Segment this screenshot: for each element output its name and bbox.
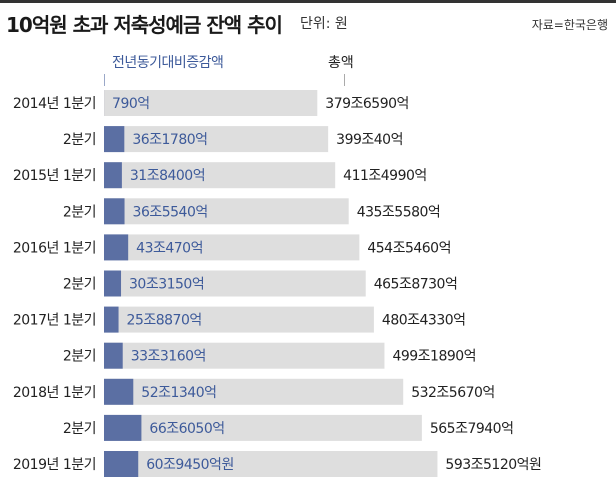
unit-label: 단위: 원	[300, 16, 348, 32]
yoy-value-label: 36조5540억	[133, 204, 208, 220]
total-value-label: 399조40억	[336, 132, 403, 148]
yoy-value-label: 31조8400억	[130, 168, 205, 184]
yoy-value-label: 43조470억	[136, 240, 203, 256]
yoy-value-label: 33조3160억	[131, 349, 206, 365]
yoy-bar	[104, 378, 134, 405]
category-label: 2분기	[63, 204, 96, 220]
yoy-bar	[104, 451, 139, 477]
total-bar	[104, 270, 366, 297]
category-label: 2분기	[63, 349, 96, 365]
legend-total-pointer	[344, 74, 345, 86]
total-value-label: 593조5120억원	[445, 457, 541, 473]
total-bar	[104, 198, 349, 225]
yoy-value-label: 30조3150억	[129, 277, 204, 293]
category-label: 2분기	[63, 132, 96, 148]
total-value-label: 499조1890억	[392, 349, 476, 365]
total-bar	[104, 342, 385, 369]
total-bar	[104, 90, 318, 116]
yoy-bar	[104, 270, 122, 297]
total-bar	[104, 414, 422, 441]
total-bar	[104, 451, 438, 477]
total-bar	[104, 234, 360, 261]
total-value-label: 465조8730억	[374, 277, 458, 293]
yoy-value-label: 66조6050억	[149, 421, 224, 437]
category-label: 2014년 1분기	[13, 96, 96, 112]
category-label: 2분기	[63, 277, 96, 293]
total-value-label: 532조5670억	[411, 385, 495, 401]
category-label: 2019년 1분기	[13, 457, 96, 473]
total-bar	[104, 306, 374, 333]
total-value-label: 480조4330억	[382, 313, 466, 329]
legend-yoy-pointer	[104, 74, 105, 86]
yoy-bar	[104, 198, 125, 225]
category-label: 2017년 1분기	[13, 313, 96, 329]
yoy-bar	[104, 306, 119, 333]
category-label: 2018년 1분기	[13, 385, 96, 401]
yoy-bar	[104, 414, 142, 441]
total-bar	[104, 378, 404, 405]
total-value-label: 454조5460억	[367, 240, 451, 256]
yoy-value-label: 25조8870억	[127, 313, 202, 329]
legend-total-label: 총액	[328, 55, 354, 71]
yoy-bar	[104, 342, 123, 369]
yoy-value-label: 790억	[112, 96, 150, 112]
legend-yoy-label: 전년동기대비증감액	[112, 55, 224, 71]
total-bar	[104, 162, 336, 189]
chart-title: 10억원 초과 저축성예금 잔액 추이	[6, 13, 283, 37]
category-label: 2015년 1분기	[13, 168, 96, 184]
yoy-value-label: 36조1780억	[132, 132, 207, 148]
category-label: 2016년 1분기	[13, 240, 96, 256]
yoy-bar	[104, 162, 122, 189]
yoy-value-label: 52조1340억	[141, 385, 216, 401]
category-label: 2분기	[63, 421, 96, 437]
total-bar	[104, 126, 329, 153]
yoy-bar	[104, 126, 125, 153]
total-value-label: 565조7940억	[430, 421, 514, 437]
top-rule	[0, 0, 616, 3]
total-value-label: 379조6590억	[325, 96, 409, 112]
total-value-label: 435조5580억	[357, 204, 441, 220]
yoy-bar	[104, 234, 129, 261]
total-value-label: 411조4990억	[343, 168, 427, 184]
source-label: 자료=한국은행	[531, 18, 608, 32]
yoy-value-label: 60조9450억원	[146, 457, 234, 473]
